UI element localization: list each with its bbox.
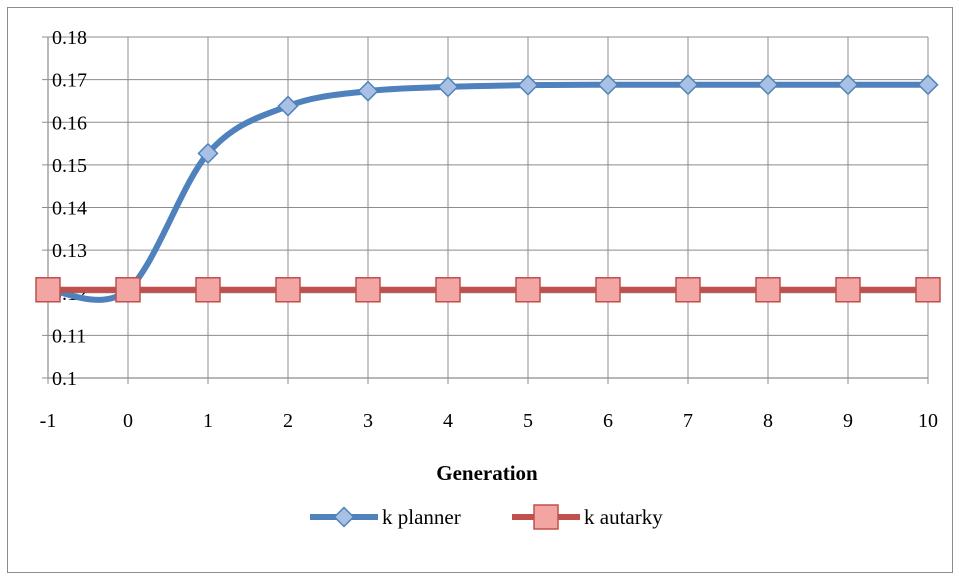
data-point [437, 76, 459, 98]
legend-item: k planner [310, 505, 461, 529]
legend-swatch-marker [533, 504, 559, 530]
x-tick-label: 7 [683, 410, 693, 432]
x-tick-label: 9 [843, 410, 853, 432]
x-tick-labels: -1 0 1 2 3 4 5 6 7 8 9 10 [40, 410, 938, 432]
data-point [597, 74, 619, 96]
data-point [835, 277, 861, 303]
x-tick-label: 8 [763, 410, 773, 432]
y-tick-label: 0.13 [52, 240, 87, 262]
legend-item: k autarky [512, 504, 663, 530]
data-point [515, 277, 541, 303]
legend-swatch-marker [333, 506, 355, 528]
x-tick-label: 2 [283, 410, 293, 432]
markers-k-autarky [35, 277, 941, 303]
data-point [917, 74, 939, 96]
data-point [435, 277, 461, 303]
data-point [355, 277, 381, 303]
axes [42, 36, 929, 384]
x-tick-label: 1 [203, 410, 213, 432]
series-group [35, 74, 941, 303]
x-tick-label: 6 [603, 410, 613, 432]
y-tick-label: 0.11 [52, 325, 86, 347]
series-line [45, 81, 931, 303]
x-tick-label: 3 [363, 410, 373, 432]
legend-label: k autarky [584, 505, 663, 529]
data-point [757, 74, 779, 96]
data-point [517, 74, 539, 96]
x-tick-label: -1 [40, 410, 57, 432]
data-point [677, 74, 699, 96]
y-tick-label: 0.1 [52, 368, 77, 390]
legend-label: k planner [382, 505, 461, 529]
series-k-planner [45, 81, 931, 303]
data-point [277, 95, 299, 117]
y-tick-label: 0.18 [52, 27, 87, 49]
data-point [275, 277, 301, 303]
x-tick-label: 5 [523, 410, 533, 432]
data-point [195, 277, 221, 303]
y-tick-label: 0.16 [52, 112, 87, 134]
legend: k planner k autarky [310, 504, 663, 530]
data-point [675, 277, 701, 303]
data-point [115, 277, 141, 303]
data-point [915, 277, 941, 303]
data-point [755, 277, 781, 303]
y-tick-label: 0.15 [52, 155, 87, 177]
data-point [595, 277, 621, 303]
y-tick-label: 0.17 [52, 70, 87, 92]
x-axis-title: Generation [436, 461, 538, 485]
markers-k-planner [37, 74, 939, 301]
data-point [357, 80, 379, 102]
data-point [197, 142, 219, 164]
x-tick-label: 4 [443, 410, 453, 432]
x-tick-label: 0 [123, 410, 133, 432]
y-tick-labels: 0.10.110.120.130.140.150.160.170.18 [52, 27, 87, 390]
data-point [35, 277, 61, 303]
y-tick-label: 0.14 [52, 198, 87, 220]
x-tick-label: 10 [918, 410, 938, 432]
data-point [837, 74, 859, 96]
